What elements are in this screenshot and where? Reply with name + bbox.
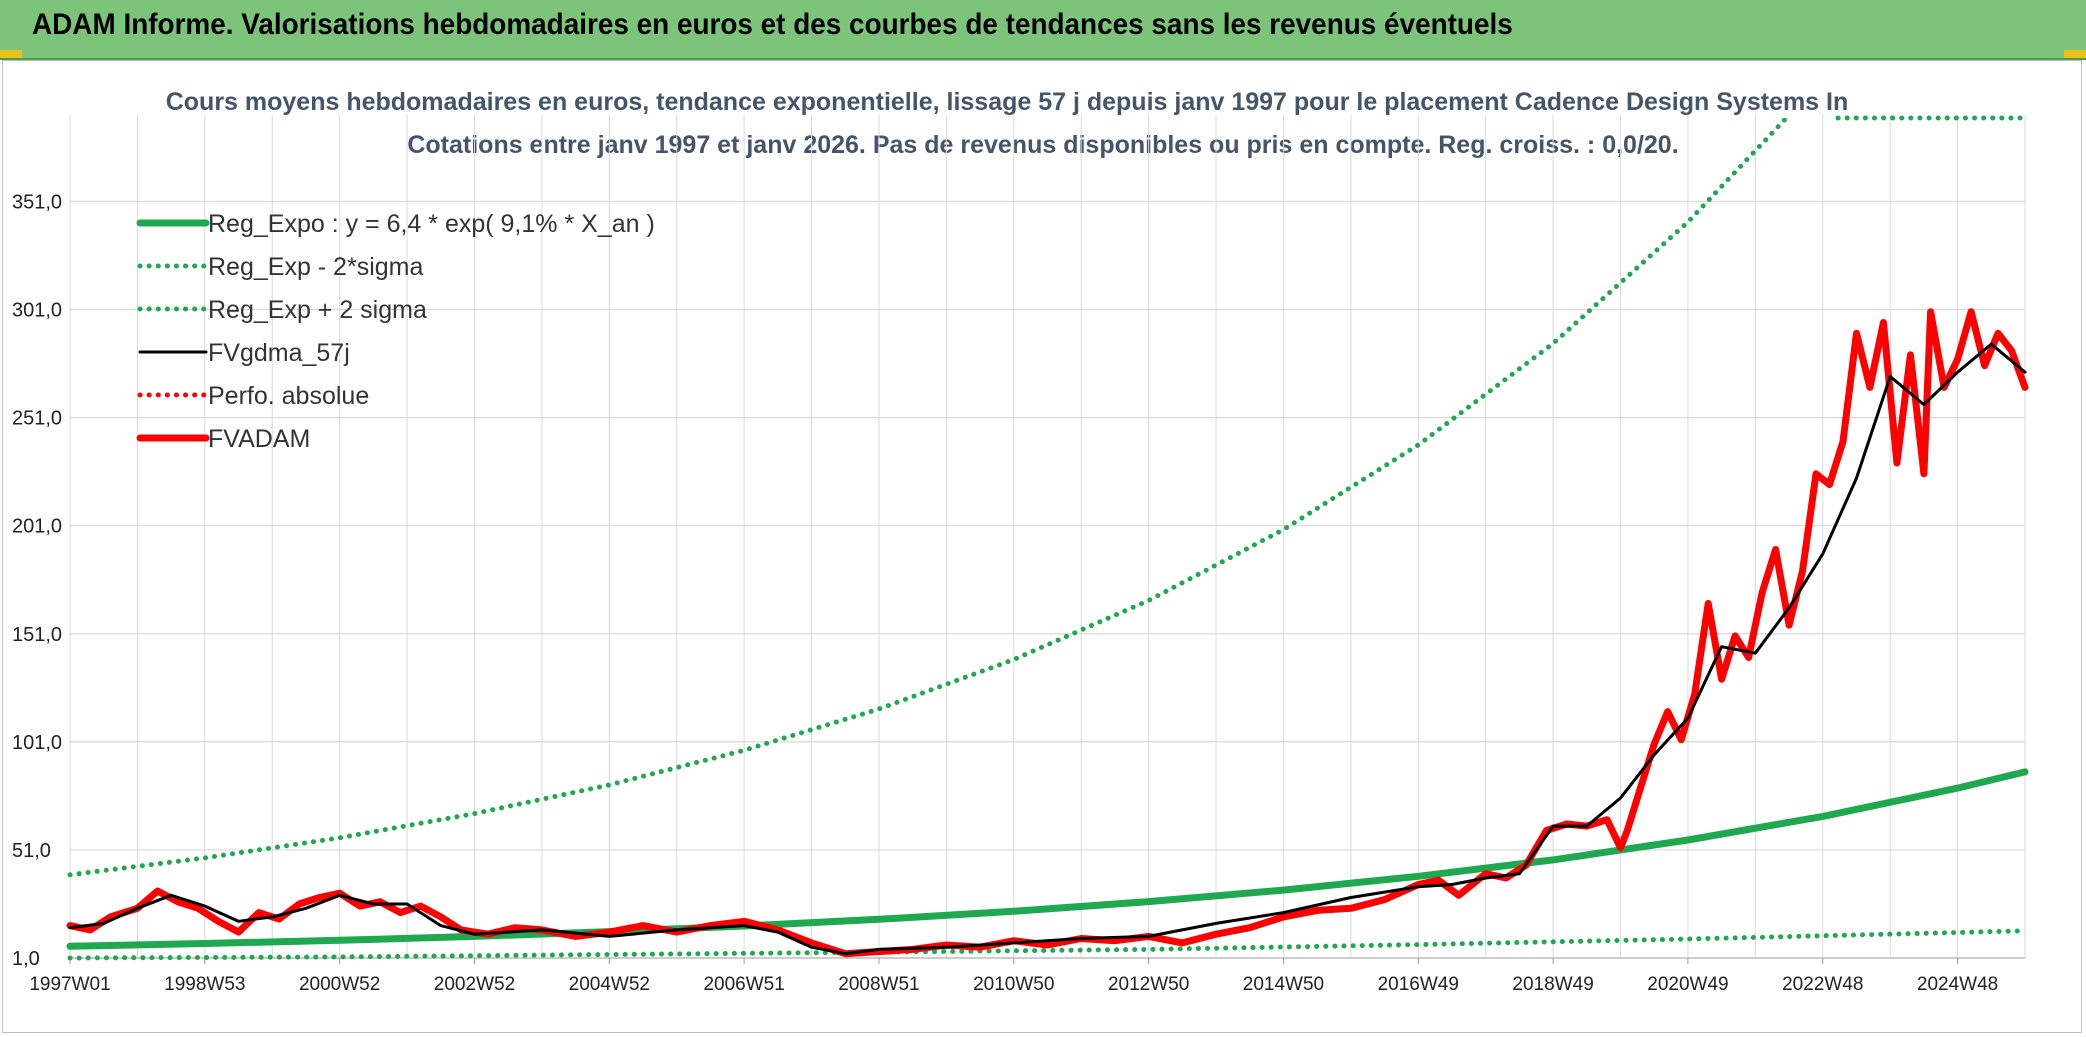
x-tick-label: 2006W51 <box>703 974 784 995</box>
y-tick-label: 201,0 <box>12 516 62 538</box>
x-axis-ticks: 1997W01 1998W53 2000W52 2002W52 2004W52 2006W… <box>29 958 1998 995</box>
x-tick-label: 2022W48 <box>1782 974 1863 995</box>
x-tick-label: 2010W50 <box>973 974 1054 995</box>
legend-label: Reg_Expo : y = 6,4 * exp( 9,1% * X_an ) <box>208 210 655 238</box>
header-banner: ADAM Informe. Valorisations hebdomadaire… <box>0 0 2086 60</box>
series-group <box>66 118 2029 961</box>
x-tick-label: 2020W49 <box>1647 974 1728 995</box>
legend-label: FVADAM <box>208 425 310 453</box>
legend-label: Perfo. absolue <box>208 382 369 410</box>
x-tick-label: 2004W52 <box>569 974 650 995</box>
legend-label: Reg_Exp - 2*sigma <box>208 253 423 281</box>
grid-lines <box>69 115 2026 959</box>
x-tick-label: 2024W48 <box>1917 974 1998 995</box>
y-axis-ticks: 351,0 301,0 251,0 201,0 151,0 101,0 51,0 1,0 <box>12 191 62 970</box>
y-tick-label: 301,0 <box>12 300 62 322</box>
x-tick-label: 1998W53 <box>164 974 245 995</box>
x-tick-label: 2016W49 <box>1378 974 1459 995</box>
y-tick-label: 51,0 <box>12 840 51 862</box>
x-tick-label: 2012W50 <box>1108 974 1189 995</box>
legend-label: Reg_Exp + 2 sigma <box>208 296 427 324</box>
page-title: ADAM Informe. Valorisations hebdomadaire… <box>32 8 1513 41</box>
corner-accent-left <box>0 50 22 58</box>
y-tick-label: 151,0 <box>12 624 62 646</box>
legend-label: FVgdma_57j <box>208 339 350 367</box>
y-tick-label: 351,0 <box>12 191 62 213</box>
y-tick-label: 1,0 <box>12 948 40 970</box>
y-tick-label: 101,0 <box>12 732 62 754</box>
chart-frame <box>2 60 2082 1033</box>
x-tick-label: 2014W50 <box>1243 974 1324 995</box>
chart-subtitle: Cotations entre janv 1997 et janv 2026. … <box>407 131 1679 159</box>
chart-title: Cours moyens hebdomadaires en euros, ten… <box>165 88 1849 116</box>
y-tick-label: 251,0 <box>12 408 62 430</box>
x-tick-label: 2018W49 <box>1512 974 1593 995</box>
x-tick-label: 2002W52 <box>434 974 515 995</box>
corner-accent-right <box>2064 50 2086 58</box>
x-tick-label: 2000W52 <box>299 974 380 995</box>
series-line-0 <box>66 768 2029 950</box>
x-tick-label: 1997W01 <box>29 974 110 995</box>
series-line-2 <box>67 118 1790 878</box>
series-line-3 <box>68 342 2027 956</box>
legend: Reg_Expo : y = 6,4 * exp( 9,1% * X_an ) R… <box>136 115 2028 453</box>
x-tick-label: 2008W51 <box>838 974 919 995</box>
